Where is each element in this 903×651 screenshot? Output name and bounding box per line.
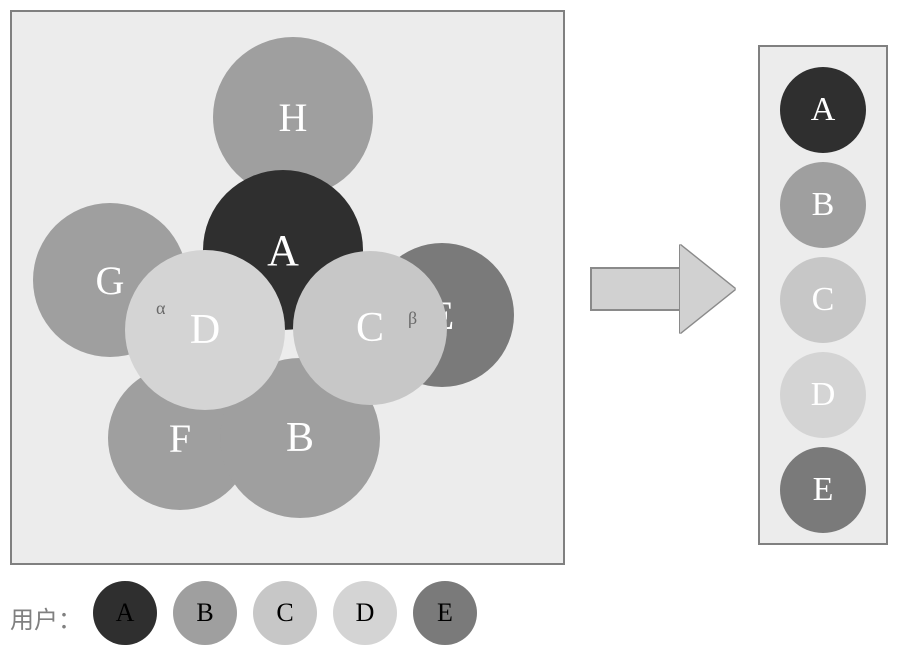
legend-node-lC: C [253,581,317,645]
right-node-rD-label: D [811,376,836,414]
legend-node-lE-label: E [437,598,453,628]
cluster-node-H-label: H [279,94,308,141]
cluster-node-C: C [293,251,447,405]
legend-node-lC-label: C [276,598,293,628]
cluster-node-B-label: B [286,414,314,462]
arrow-head [680,245,735,333]
cluster-node-D-label: D [190,306,220,354]
legend-node-lD-label: D [356,598,375,628]
right-node-rB: B [780,162,866,248]
cluster-node-A-label: A [267,225,299,276]
legend-node-lE: E [413,581,477,645]
cluster-node-C-label: C [356,304,384,352]
greek-alpha: α [156,298,165,319]
cluster-node-G-label: G [96,257,125,304]
greek-beta: β [408,308,417,329]
right-node-rD: D [780,352,866,438]
arrow-shaft [590,267,680,311]
legend-node-lA: A [93,581,157,645]
diagram-root: { "canvas": {"width": 903, "height": 651… [0,0,903,651]
right-node-rC: C [780,257,866,343]
legend-node-lB-label: B [196,598,213,628]
cluster-node-D: D [125,250,285,410]
right-node-rE-label: E [813,471,834,509]
right-node-rE: E [780,447,866,533]
arrow-icon [590,245,735,333]
legend-node-lD: D [333,581,397,645]
right-node-rA-label: A [811,91,836,129]
legend-node-lB: B [173,581,237,645]
cluster-node-F-label: F [169,415,191,462]
right-node-rA: A [780,67,866,153]
legend-node-lA-label: A [116,598,135,628]
right-node-rC-label: C [812,281,835,319]
right-node-rB-label: B [812,186,835,224]
legend-label: 用户： [10,600,82,635]
